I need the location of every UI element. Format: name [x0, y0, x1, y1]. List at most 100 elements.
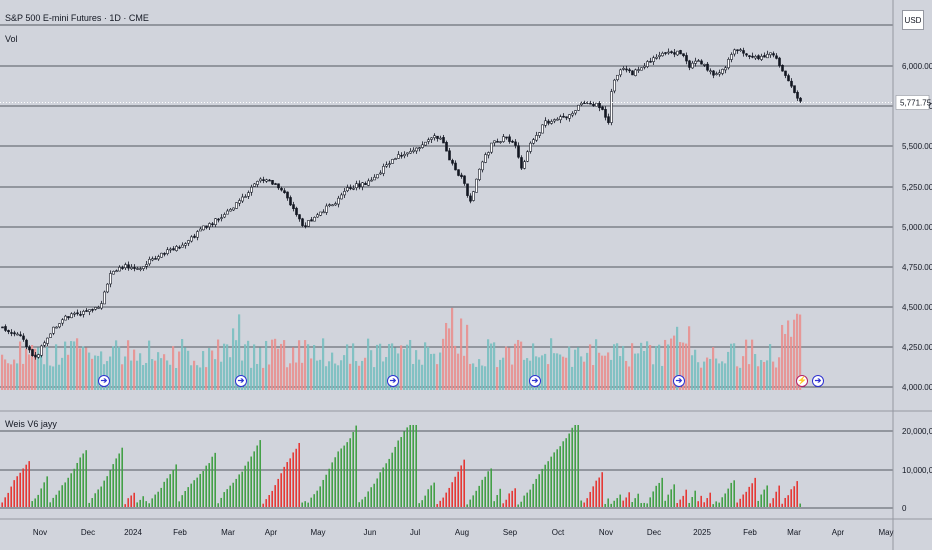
volume-bar [583, 361, 586, 390]
weis-bar [256, 445, 258, 507]
weis-bar [349, 438, 351, 507]
volume-bar [451, 307, 454, 390]
candle-body [394, 158, 397, 160]
volume-bar [418, 359, 421, 390]
candle-body [727, 59, 730, 69]
candle-body [265, 179, 268, 182]
weis-bar [676, 503, 678, 507]
weis-bar [724, 493, 726, 507]
time-tick-label: Nov [599, 528, 613, 537]
weis-bar [385, 463, 387, 507]
weis-bar [136, 502, 138, 507]
weis-bar [661, 477, 663, 507]
volume-bar [28, 354, 31, 390]
candle-body [613, 79, 616, 92]
volume-bar [568, 346, 571, 390]
price-axis[interactable]: 6,000.005,750.005,500.005,250.005,000.00… [902, 62, 932, 392]
volume-bar [196, 365, 199, 390]
volume-bar [448, 328, 451, 390]
weis-bar [604, 504, 606, 507]
weis-bar [157, 491, 159, 507]
candle-body [25, 339, 28, 348]
weis-bar [319, 486, 321, 507]
candle-body [319, 211, 322, 216]
weis-bar [223, 492, 225, 507]
candle-body [490, 142, 493, 153]
volume-bar [712, 347, 715, 390]
weis-bar [526, 492, 528, 507]
weis-bar [253, 451, 255, 507]
volume-bar [490, 343, 493, 390]
weis-bar [523, 495, 525, 507]
lightning-icon[interactable]: ⚡ [796, 375, 808, 387]
candle-body [592, 103, 595, 107]
weis-bar [499, 488, 501, 507]
candle-body [481, 161, 484, 171]
volume-bar [340, 360, 343, 390]
time-axis[interactable]: Nov Dec 2024 Feb Mar Apr May Jun Jul Aug Sep Oct Nov… [33, 528, 894, 537]
weis-bar [205, 465, 207, 507]
volume-bar [175, 367, 178, 390]
candle-body [589, 102, 592, 105]
weis-bar [775, 491, 777, 507]
candle-body [451, 160, 454, 164]
candle-body [748, 55, 751, 57]
dividend-arrow-icon[interactable]: ➔ [235, 375, 247, 387]
weis-bar [124, 504, 126, 507]
weis-bar [646, 503, 648, 507]
volume-bar [766, 360, 769, 390]
candle-body [67, 316, 70, 319]
weis-bar [103, 480, 105, 507]
weis-bar [652, 491, 654, 507]
dividend-arrow-icon[interactable]: ➔ [529, 375, 541, 387]
weis-bar [109, 470, 111, 507]
weis-bar [100, 486, 102, 507]
volume-bar [220, 361, 223, 390]
volume-legend[interactable]: Vol [5, 34, 18, 44]
candle-body [418, 147, 421, 149]
weis-bar [343, 445, 345, 507]
time-tick-label: Jun [364, 528, 377, 537]
volume-bar [658, 344, 661, 390]
volume-bar [514, 343, 517, 390]
dividend-arrow-icon[interactable]: ➔ [673, 375, 685, 387]
candle-body [178, 246, 181, 249]
weis-bar [664, 500, 666, 507]
candle-body [256, 181, 259, 185]
candle-body [130, 266, 133, 270]
candle-body [118, 266, 121, 272]
weis-bar [655, 485, 657, 507]
candle-body [343, 191, 346, 196]
volume-bar [97, 355, 100, 390]
weis-bar [301, 502, 303, 507]
weis-bar [796, 481, 798, 507]
weis-bar [403, 431, 405, 507]
candle-body [403, 154, 406, 157]
volume-bar [475, 366, 478, 390]
candle-body [391, 158, 394, 164]
volume-bar [367, 338, 370, 390]
weis-bar [529, 489, 531, 507]
weis-bar [214, 452, 216, 507]
weis-bar [1, 502, 3, 507]
candle-body [448, 150, 451, 161]
candle-body [316, 214, 319, 218]
chart-title: S&P 500 E-mini Futures · 1D · CME [5, 13, 149, 23]
volume-bar [187, 350, 190, 390]
currency-button[interactable]: USD [902, 10, 924, 30]
dividend-arrow-icon[interactable]: ➔ [812, 375, 824, 387]
dividend-arrow-icon[interactable]: ➔ [98, 375, 110, 387]
indicator-legend[interactable]: Weis V6 jayy [5, 419, 57, 429]
weis-bar [514, 488, 516, 507]
weis-bar [757, 500, 759, 507]
volume-bar [268, 364, 271, 390]
indicator-axis[interactable]: 20,000,000 10,000,000 0 [902, 427, 932, 513]
dividend-arrow-icon[interactable]: ➔ [387, 375, 399, 387]
weis-bar [37, 494, 39, 507]
price-tick-label: 4,750.00 [902, 263, 932, 272]
volume-bar [616, 343, 619, 390]
candle-body [457, 169, 460, 176]
weis-bar [478, 485, 480, 507]
weis-bar [442, 497, 444, 507]
